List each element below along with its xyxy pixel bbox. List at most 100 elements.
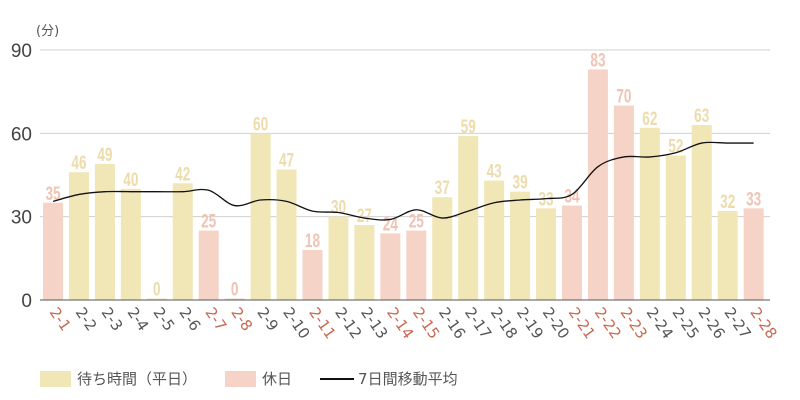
bar-value-label: 43: [487, 160, 502, 182]
bar: [613, 105, 634, 300]
x-tick-label: 2-19: [513, 304, 547, 342]
holiday-swatch-icon: [225, 370, 257, 387]
bar: [224, 298, 245, 300]
bar-value-label: 25: [201, 210, 216, 232]
x-tick-label: 2-28: [746, 304, 780, 342]
x-tick-label: 2-2: [72, 304, 101, 334]
x-tick-label: 2-6: [175, 304, 204, 334]
x-tick-label: 2-11: [305, 304, 339, 342]
legend-item-weekday: 待ち時間（平日）: [40, 368, 197, 389]
legend: 待ち時間（平日） 休日 7日間移動平均: [40, 368, 486, 389]
bar-value-label: 62: [642, 107, 657, 129]
bar-value-label: 70: [616, 85, 631, 107]
bar-value-label: 40: [123, 168, 138, 190]
bar-value-label: 33: [746, 188, 761, 210]
x-tick-label: 2-8: [227, 304, 256, 334]
weekday-swatch-icon: [40, 370, 71, 387]
bar: [691, 125, 712, 300]
bar: [94, 163, 115, 300]
x-tick-label: 2-15: [409, 304, 443, 342]
bar-value-label: 47: [279, 149, 294, 171]
bar-value-label: 49: [97, 143, 112, 165]
bar: [562, 205, 582, 300]
bar: [587, 69, 608, 300]
x-tick-label: 2-17: [461, 304, 495, 342]
bar: [172, 183, 193, 300]
x-tick-label: 2-1: [46, 304, 75, 334]
x-tick-label: 2-18: [487, 304, 521, 342]
bar: [743, 208, 764, 300]
x-tick-label: 2-24: [643, 304, 677, 342]
bars: [43, 69, 764, 301]
y-tick-label: 90: [11, 41, 32, 62]
x-tick-label: 2-7: [201, 304, 230, 334]
bar: [250, 133, 271, 300]
bar: [328, 216, 349, 300]
x-tick-label: 2-12: [331, 304, 365, 342]
y-axis: 0 30 60 90: [11, 41, 32, 312]
x-tick-label: 2-13: [357, 304, 391, 342]
bar-value-label: 32: [720, 191, 735, 213]
y-tick-label: 60: [11, 124, 32, 145]
bar: [458, 136, 479, 300]
bar-value-label: 46: [71, 152, 86, 174]
bar: [380, 233, 401, 300]
bar: [43, 202, 63, 300]
bar-value-label: 39: [513, 171, 528, 193]
x-tick-label: 2-21: [565, 304, 599, 342]
x-tick-label: 2-22: [591, 304, 625, 342]
bar: [510, 191, 531, 300]
bar-value-label: 37: [435, 177, 450, 199]
x-tick-label: 2-4: [124, 304, 153, 334]
x-tick-label: 2-26: [694, 304, 728, 342]
bar: [484, 180, 505, 300]
x-tick-label: 2-3: [98, 304, 127, 334]
bar-value-label: 24: [383, 213, 399, 235]
bar-value-label: 18: [305, 230, 320, 252]
x-tick-label: 2-20: [539, 304, 573, 342]
bar: [120, 188, 141, 300]
bar: [198, 230, 219, 300]
bar: [717, 211, 738, 300]
x-tick-label: 2-27: [720, 304, 754, 342]
bar-value-label: 30: [331, 196, 346, 218]
legend-item-holiday: 休日: [225, 368, 292, 389]
x-axis-tick-labels: 2-12-22-32-42-52-62-72-82-92-102-112-122…: [46, 304, 781, 342]
legend-item-moving-average: 7日間移動平均: [320, 368, 458, 389]
bar: [302, 250, 323, 300]
bar-value-label: 25: [409, 210, 424, 232]
y-tick-label: 0: [21, 291, 32, 312]
bar-value-label: 35: [45, 182, 60, 204]
x-tick-label: 2-16: [435, 304, 469, 342]
moving-average-line: [52, 141, 754, 221]
bar-value-label: 0: [153, 278, 161, 300]
bar-value-label: 27: [357, 205, 372, 227]
bar: [68, 172, 89, 300]
x-tick-label: 2-25: [669, 304, 703, 342]
x-tick-label: 2-5: [150, 304, 179, 334]
x-tick-label: 2-14: [383, 304, 417, 342]
bar-value-label: 60: [253, 113, 268, 135]
bar-value-label: 83: [590, 49, 605, 71]
y-tick-label: 30: [11, 208, 32, 229]
bar-value-label: 63: [694, 105, 709, 127]
bar-value-label: 59: [461, 116, 476, 138]
legend-label-moving-average: 7日間移動平均: [358, 370, 458, 388]
line-swatch-icon: [320, 377, 355, 380]
bar: [665, 155, 686, 300]
bar: [354, 225, 375, 300]
bar: [639, 127, 660, 301]
bar: [536, 208, 557, 300]
legend-label-holiday: 休日: [262, 370, 293, 388]
x-tick-label: 2-10: [279, 304, 313, 342]
legend-label-weekday: 待ち時間（平日）: [77, 370, 198, 388]
x-tick-label: 2-23: [617, 304, 651, 342]
bar-value-label: 0: [231, 278, 239, 300]
bar: [432, 197, 453, 300]
bar-value-label: 42: [175, 163, 190, 185]
bar: [146, 298, 167, 300]
y-axis-unit-label: (分): [36, 24, 59, 39]
bar: [276, 169, 297, 300]
